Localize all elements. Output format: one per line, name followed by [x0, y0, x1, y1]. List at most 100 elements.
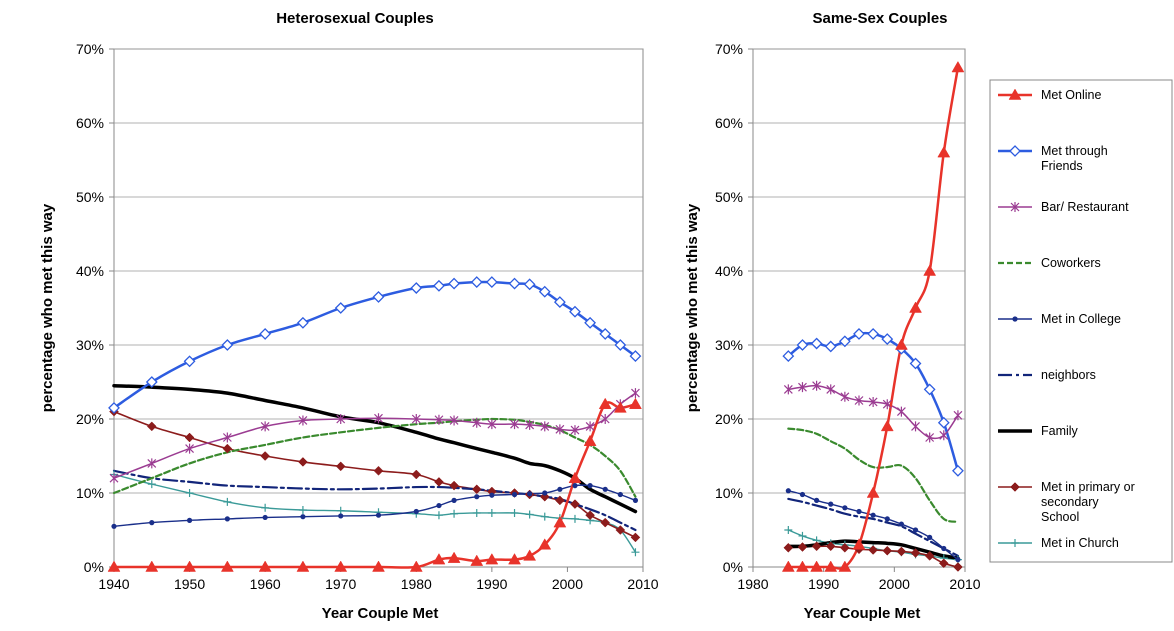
data-point	[896, 406, 906, 417]
data-point	[472, 417, 482, 428]
data-point	[433, 279, 445, 292]
data-point	[629, 350, 642, 363]
plot-area	[113, 48, 644, 568]
data-point	[798, 382, 807, 393]
data-point	[447, 551, 461, 563]
data-point	[472, 508, 481, 517]
data-point	[953, 410, 963, 421]
data-point	[449, 415, 459, 426]
chart-title: Same-Sex Couples	[812, 10, 947, 27]
data-point	[147, 480, 156, 489]
data-point	[487, 419, 497, 430]
data-point	[375, 512, 382, 518]
data-point	[842, 505, 848, 511]
data-point	[868, 396, 878, 407]
data-point	[258, 560, 272, 572]
data-point	[508, 277, 521, 290]
series-points-met-online	[781, 60, 965, 572]
legend-item-coworkers: Coworkers	[998, 256, 1101, 270]
data-point	[147, 458, 157, 469]
legend-label: Coworkers	[1041, 256, 1101, 270]
data-point	[372, 290, 385, 303]
data-point	[840, 542, 850, 553]
data-point	[555, 495, 565, 506]
data-point	[223, 497, 232, 506]
chart-same-sex: Same-Sex Couples 0% 10% 20% 30% 40% 50% 60% 70%…	[684, 10, 981, 622]
data-point	[856, 508, 862, 515]
data-point	[436, 502, 442, 509]
series-points-met-through-friends	[782, 327, 964, 477]
legend-item-met-in-church: Met in Church	[998, 536, 1119, 550]
data-point	[540, 421, 550, 432]
data-point	[510, 508, 519, 517]
data-point	[451, 497, 457, 503]
y-tick-labels: 0% 10% 20% 30% 40% 50% 60% 70%	[76, 41, 104, 575]
data-point	[220, 560, 234, 572]
data-point	[868, 545, 878, 555]
data-point	[186, 517, 193, 523]
data-point	[260, 421, 270, 432]
data-point	[185, 489, 194, 497]
data-point	[584, 316, 597, 329]
data-point	[615, 525, 626, 535]
data-point	[785, 488, 791, 494]
data-point	[540, 512, 549, 521]
data-point	[955, 557, 961, 563]
y-tick-label: 20%	[76, 411, 104, 427]
data-point	[912, 527, 919, 533]
y-axis-label: percentage who met this way	[684, 203, 701, 412]
legend-marker	[1009, 145, 1021, 157]
legend-item-met-in-college: Met in College	[998, 312, 1121, 326]
data-point	[450, 509, 459, 518]
series-points-bar-restaurant	[783, 380, 963, 443]
data-point	[572, 483, 578, 489]
data-point	[262, 514, 268, 521]
data-point	[411, 414, 421, 424]
series-points-met-through-friends	[108, 276, 642, 414]
data-point	[553, 296, 566, 308]
series-points-bar-restaurant	[109, 388, 640, 484]
legend-item-bar-restaurant: Bar/ Restaurant	[998, 200, 1129, 214]
data-point	[838, 560, 852, 572]
x-tick-labels: 1940 1950 1960 1970 1980 1990 2000 2010	[98, 576, 658, 592]
data-point	[374, 413, 383, 424]
data-point	[510, 419, 519, 430]
legend-marker	[1011, 539, 1019, 547]
legend-label: Met in primary or	[1041, 480, 1135, 494]
data-point	[411, 469, 422, 480]
data-point	[782, 350, 795, 363]
data-point	[796, 339, 809, 351]
data-point	[335, 461, 346, 472]
data-point	[923, 264, 937, 276]
data-point	[449, 480, 459, 491]
data-point	[185, 443, 194, 454]
data-point	[600, 414, 610, 424]
data-point	[925, 432, 935, 443]
data-point	[108, 401, 120, 414]
data-point	[631, 388, 640, 399]
data-point	[260, 451, 270, 461]
x-axis-label: Year Couple Met	[322, 605, 439, 622]
plot-area	[752, 48, 966, 568]
data-point	[183, 560, 197, 572]
data-point	[570, 514, 579, 523]
series-line-met-in-college	[113, 484, 637, 527]
data-point	[334, 560, 348, 572]
data-point	[471, 484, 482, 495]
data-point	[298, 457, 308, 467]
series-line-met-online	[112, 401, 637, 569]
data-point	[434, 511, 443, 520]
data-point	[894, 338, 908, 350]
data-point	[882, 399, 892, 410]
data-point	[941, 545, 947, 552]
series-points-met-in-college	[785, 488, 961, 563]
series-line-neighbors	[787, 497, 960, 557]
x-axis-label: Year Couple Met	[804, 605, 921, 622]
legend-marker	[1010, 482, 1020, 492]
data-point	[613, 401, 627, 413]
y-tick-label: 60%	[715, 115, 743, 131]
